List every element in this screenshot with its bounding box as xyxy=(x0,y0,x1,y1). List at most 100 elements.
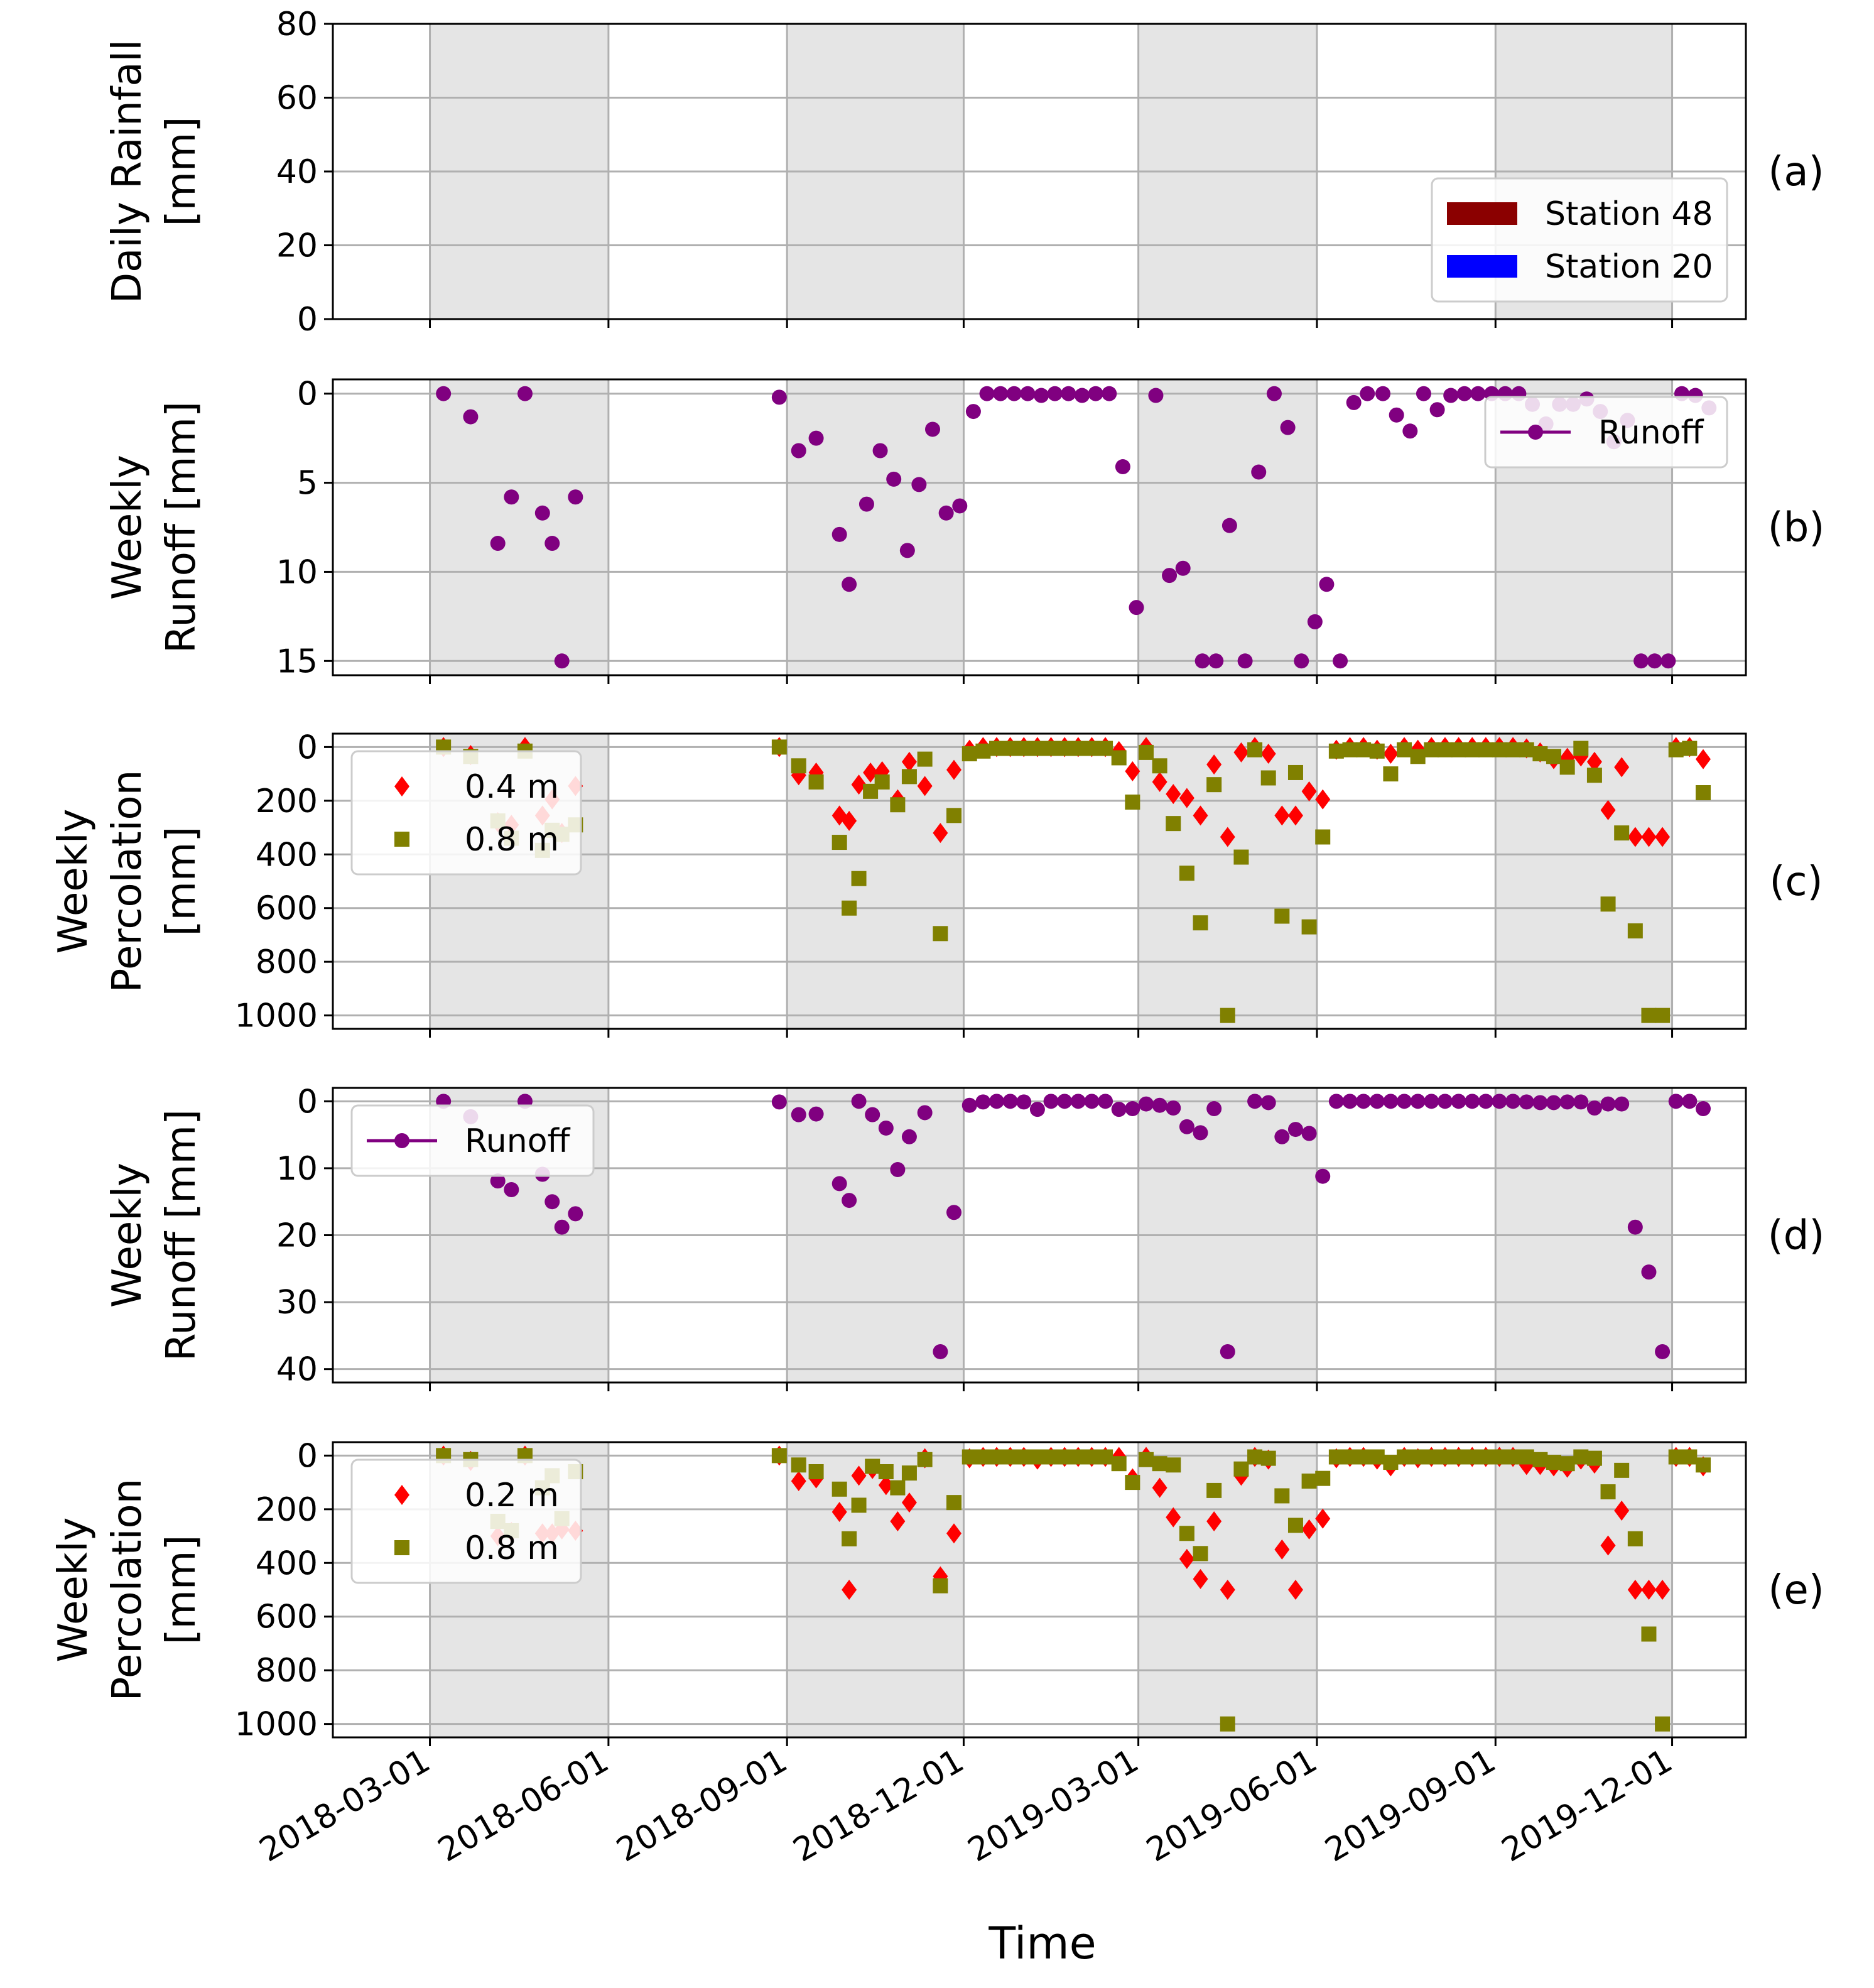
y-axis-label: Weekly xyxy=(50,1518,97,1663)
data-point xyxy=(1546,1095,1562,1111)
data-point xyxy=(791,443,806,459)
panel-c: 0 200 400 600 800 1000 Weekly Percolation [mm] (c… xyxy=(50,729,1823,1038)
data-point xyxy=(851,871,867,886)
data-point xyxy=(1465,1094,1480,1109)
data-point xyxy=(1559,1456,1575,1472)
data-point xyxy=(1465,1449,1480,1465)
data-point xyxy=(1233,849,1249,865)
data-point xyxy=(1152,771,1167,792)
shaded-period xyxy=(1495,734,1672,1029)
data-point xyxy=(865,1458,880,1474)
data-point xyxy=(1002,1449,1018,1465)
data-point xyxy=(1111,750,1127,766)
data-point xyxy=(554,653,570,669)
data-point xyxy=(1111,1102,1127,1117)
data-point xyxy=(1206,1511,1222,1532)
y-tick-label: 400 xyxy=(256,836,318,874)
legend-marker xyxy=(394,832,409,847)
data-point xyxy=(1208,653,1224,669)
data-point xyxy=(1586,1450,1602,1466)
data-point xyxy=(1383,1455,1399,1470)
data-point xyxy=(1098,741,1113,756)
data-point xyxy=(1383,766,1399,782)
data-point xyxy=(1342,1449,1358,1465)
y-axis-label: Percolation xyxy=(104,1479,151,1702)
y-axis-label: [mm] xyxy=(158,1535,205,1645)
data-point xyxy=(1138,1096,1154,1112)
data-point xyxy=(831,835,847,850)
data-point xyxy=(490,536,506,551)
data-point xyxy=(925,421,941,437)
shaded-period xyxy=(1138,734,1317,1029)
data-point xyxy=(1179,866,1194,881)
data-point xyxy=(1696,1457,1711,1473)
data-point xyxy=(1115,459,1130,475)
data-point xyxy=(1451,1094,1466,1109)
data-point xyxy=(1655,1580,1671,1600)
data-point xyxy=(1614,1462,1630,1478)
data-point xyxy=(1424,742,1439,758)
data-point xyxy=(1532,1452,1548,1467)
data-point xyxy=(1266,386,1282,401)
data-point xyxy=(436,386,452,401)
data-point xyxy=(1478,1449,1493,1465)
data-point xyxy=(1600,1096,1616,1112)
data-point xyxy=(1175,560,1191,576)
data-point xyxy=(1111,1456,1127,1472)
data-point xyxy=(1346,394,1362,410)
data-point xyxy=(1138,744,1154,760)
data-point xyxy=(1641,1626,1657,1642)
data-point xyxy=(1410,1449,1426,1465)
data-point xyxy=(1152,1456,1167,1472)
data-point xyxy=(993,386,1009,401)
data-point xyxy=(1047,386,1063,401)
data-point xyxy=(1294,653,1309,669)
data-point xyxy=(1043,1094,1059,1109)
y-tick-label: 15 xyxy=(276,643,318,680)
data-point xyxy=(1682,1449,1698,1465)
data-point xyxy=(1220,1716,1235,1732)
data-point xyxy=(1397,1449,1412,1465)
data-point xyxy=(851,1465,867,1486)
data-point xyxy=(1057,1094,1073,1109)
data-point xyxy=(1301,1519,1317,1540)
data-point xyxy=(1061,386,1076,401)
data-point xyxy=(1505,742,1521,758)
data-point xyxy=(1206,1101,1222,1117)
data-point xyxy=(1016,741,1032,756)
data-point xyxy=(899,543,915,558)
data-point xyxy=(1682,741,1698,756)
data-point xyxy=(933,823,948,844)
data-point xyxy=(1084,1449,1100,1465)
data-point xyxy=(1369,1449,1385,1465)
data-point xyxy=(1193,1546,1208,1562)
data-point xyxy=(961,746,977,762)
data-point xyxy=(1641,1264,1657,1280)
data-point xyxy=(1465,742,1480,758)
data-point xyxy=(1193,805,1208,826)
data-point xyxy=(946,759,962,780)
data-point xyxy=(1402,423,1418,439)
data-point xyxy=(933,1578,948,1594)
data-point xyxy=(1519,1449,1534,1465)
y-tick-label: 60 xyxy=(276,80,318,117)
data-point xyxy=(808,774,824,790)
data-point xyxy=(1301,1126,1317,1141)
data-point xyxy=(1315,1470,1331,1486)
data-point xyxy=(1660,653,1676,669)
data-point xyxy=(1451,742,1466,758)
data-point xyxy=(1559,1094,1575,1110)
data-point xyxy=(1627,1219,1643,1235)
data-point xyxy=(961,1449,977,1465)
data-point xyxy=(1233,1461,1249,1477)
x-tick-label: 2019-12-01 xyxy=(1495,1742,1679,1869)
data-point xyxy=(1084,741,1100,756)
data-point xyxy=(1410,1094,1426,1109)
y-axis-label: Percolation xyxy=(104,770,151,993)
y-tick-label: 40 xyxy=(276,153,318,191)
data-point xyxy=(1084,1094,1100,1109)
data-point xyxy=(1166,1100,1181,1116)
y-axis-label: Daily Rainfall xyxy=(104,40,151,303)
y-axis-label: Weekly xyxy=(50,809,97,954)
y-tick-label: 800 xyxy=(256,943,318,981)
